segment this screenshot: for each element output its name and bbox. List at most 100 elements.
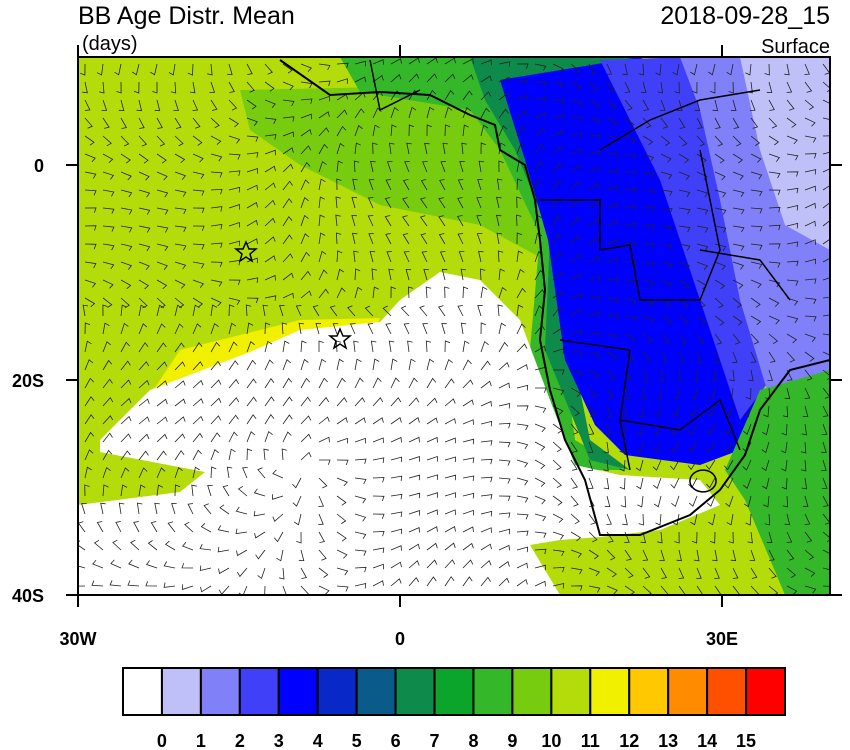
wind-barb — [295, 305, 302, 317]
wind-barb — [385, 179, 392, 191]
wind-barb — [750, 243, 763, 250]
wind-barb — [694, 99, 701, 112]
wind-barb — [750, 117, 759, 129]
wind-barb — [606, 387, 614, 399]
colorbar-label: 5 — [352, 731, 362, 750]
wind-barb — [174, 135, 184, 147]
wind-barb — [768, 171, 781, 179]
wind-barb — [300, 214, 309, 227]
wind-barb — [588, 218, 600, 227]
wind-barb — [480, 494, 493, 500]
wind-barb — [207, 485, 213, 497]
wind-barb — [300, 377, 310, 389]
wind-barb — [354, 549, 367, 556]
wind-barb — [570, 81, 582, 91]
wind-barb — [552, 459, 562, 471]
wind-barb — [84, 414, 95, 425]
wind-barb — [570, 513, 580, 525]
wind-barb — [714, 117, 721, 129]
wind-barb — [210, 242, 223, 249]
wind-barb — [426, 542, 438, 551]
wind-barb — [768, 351, 776, 363]
wind-barb — [786, 333, 798, 344]
wind-barb — [318, 377, 328, 389]
wind-barb — [152, 82, 158, 94]
wind-barb — [102, 189, 115, 197]
wind-barb — [168, 63, 176, 76]
wind-barb — [606, 202, 618, 209]
wind-barb — [102, 378, 113, 389]
wind-barb — [408, 106, 417, 119]
wind-barb — [534, 495, 546, 505]
wind-barb — [120, 322, 129, 335]
wind-barb — [390, 57, 402, 65]
wind-barb — [102, 243, 115, 251]
wind-barb — [588, 423, 595, 435]
wind-barb — [174, 466, 183, 479]
y-tick-label: 20S — [12, 371, 44, 391]
wind-barb — [192, 189, 205, 196]
wind-barb — [84, 484, 90, 497]
wind-barb — [92, 559, 104, 569]
wind-barb — [552, 306, 563, 317]
wind-barb — [821, 477, 828, 489]
wind-barb — [354, 142, 361, 155]
wind-barb — [173, 99, 179, 111]
wind-barb — [695, 351, 702, 363]
wind-barb — [709, 531, 716, 544]
wind-barb — [498, 92, 510, 101]
wind-barb — [408, 543, 420, 551]
wind-barb — [766, 531, 773, 544]
wind-barb — [821, 459, 827, 471]
wind-barb — [638, 63, 645, 76]
wind-barb — [623, 387, 630, 399]
wind-barb — [462, 457, 475, 463]
wind-barb — [458, 251, 465, 263]
wind-barb — [638, 513, 644, 526]
wind-barb — [678, 279, 690, 289]
wind-barb — [192, 415, 204, 425]
wind-barb — [822, 369, 830, 380]
wind-barb — [516, 110, 528, 119]
colorbar-box — [667, 667, 709, 716]
wind-barb — [732, 135, 742, 147]
wind-barb — [336, 109, 348, 119]
wind-barb — [516, 384, 529, 391]
colorbar-box — [199, 667, 241, 716]
wind-barb — [462, 475, 475, 481]
wind-barb — [237, 485, 248, 497]
wind-barb — [138, 171, 150, 181]
wind-barb — [174, 117, 182, 129]
wind-barb — [606, 278, 619, 284]
wind-barb — [619, 459, 626, 472]
wind-barb — [273, 531, 284, 543]
wind-barb — [228, 99, 238, 111]
wind-barb — [730, 549, 737, 562]
wind-barb — [457, 179, 464, 191]
wind-barb — [264, 99, 276, 109]
wind-barb — [784, 513, 791, 526]
wind-barb — [588, 166, 600, 173]
wind-barb — [750, 297, 761, 308]
wind-barb — [336, 495, 347, 506]
wind-barb — [318, 396, 330, 407]
wind-barb — [368, 179, 375, 191]
wind-barb — [462, 438, 475, 445]
wind-barb — [390, 124, 397, 137]
wind-barb — [318, 358, 327, 371]
wind-barb — [660, 333, 670, 345]
wind-barb — [804, 185, 816, 192]
wind-barb — [96, 521, 104, 533]
wind-barb — [750, 153, 762, 163]
wind-barb — [822, 81, 830, 93]
wind-barb — [660, 279, 672, 289]
wind-barb — [671, 405, 680, 418]
wind-barb — [78, 585, 86, 587]
wind-barb — [444, 57, 456, 65]
wind-barb — [228, 117, 239, 128]
wind-barb — [354, 437, 366, 444]
wind-barb — [670, 459, 680, 471]
field-region — [78, 272, 720, 595]
x-tick-label: 30W — [59, 629, 96, 649]
wind-barb — [210, 415, 222, 425]
